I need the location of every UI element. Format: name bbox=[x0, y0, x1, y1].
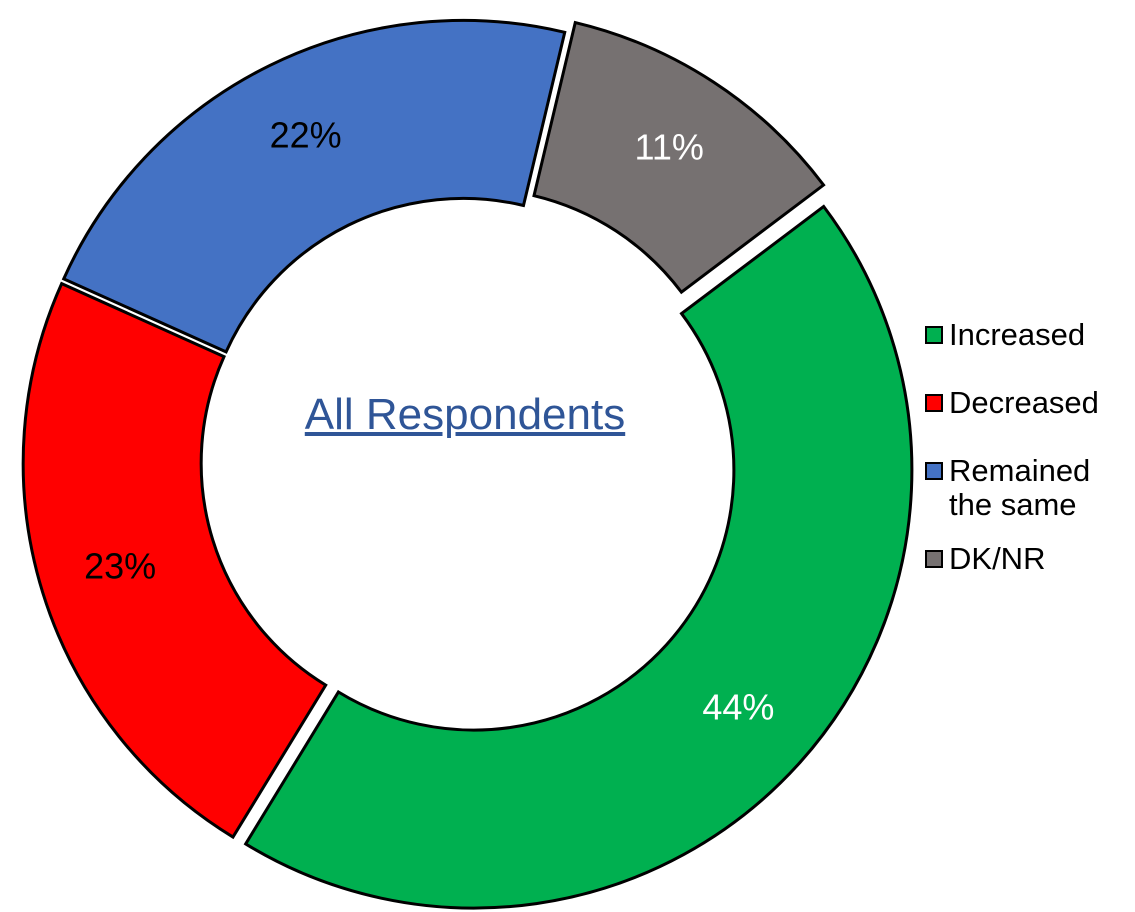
legend-swatch bbox=[925, 394, 943, 412]
donut-slice bbox=[246, 206, 912, 908]
legend-label: DK/NR bbox=[949, 542, 1119, 576]
legend-label: Remained the same bbox=[949, 454, 1119, 522]
data-label: 44% bbox=[702, 686, 774, 727]
page: 44% 23% 22% 11% All Respondents Increased De… bbox=[0, 0, 1135, 912]
donut-slice bbox=[64, 20, 565, 351]
legend-swatch bbox=[925, 326, 943, 344]
legend-swatch bbox=[925, 462, 943, 480]
legend-item: Increased bbox=[925, 318, 1125, 352]
data-label: 23% bbox=[84, 545, 156, 586]
legend-label: Decreased bbox=[949, 386, 1119, 420]
donut-slice bbox=[23, 284, 326, 837]
data-label: 11% bbox=[635, 126, 704, 167]
data-label: 22% bbox=[270, 115, 342, 156]
legend-label: Increased bbox=[949, 318, 1119, 352]
legend-swatch bbox=[925, 550, 943, 568]
legend-item: Decreased bbox=[925, 386, 1125, 420]
legend-item: DK/NR bbox=[925, 542, 1125, 576]
chart-title: All Respondents bbox=[285, 385, 645, 445]
legend: Increased Decreased Remained the same DK/NR bbox=[925, 318, 1125, 610]
legend-item: Remained the same bbox=[925, 454, 1125, 522]
